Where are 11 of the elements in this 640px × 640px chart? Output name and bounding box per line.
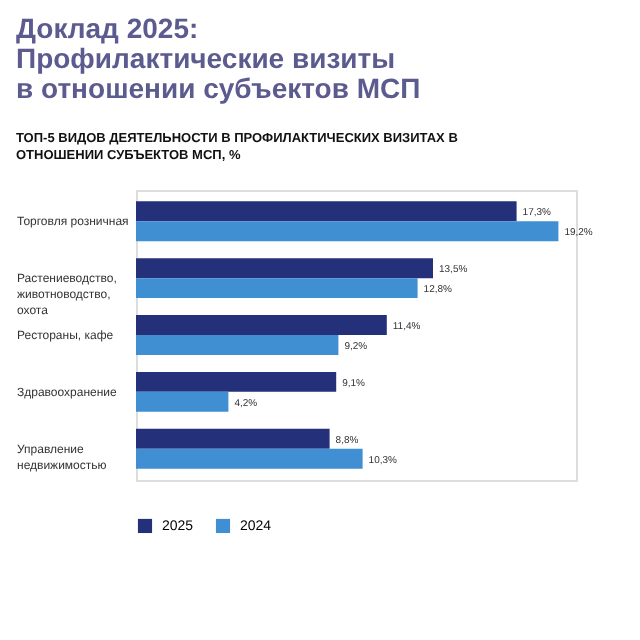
- bar: [136, 315, 387, 335]
- bar: [136, 391, 229, 412]
- chart-title: Доклад 2025: Профилактические визиты в отношении субъектов МСП: [16, 12, 421, 104]
- bar: [136, 278, 418, 299]
- bar: [136, 201, 517, 222]
- bar: [136, 335, 339, 355]
- bar: [136, 258, 433, 279]
- bar: [136, 428, 330, 449]
- bar: [136, 221, 559, 242]
- bar: [136, 371, 337, 392]
- bar: [136, 448, 363, 469]
